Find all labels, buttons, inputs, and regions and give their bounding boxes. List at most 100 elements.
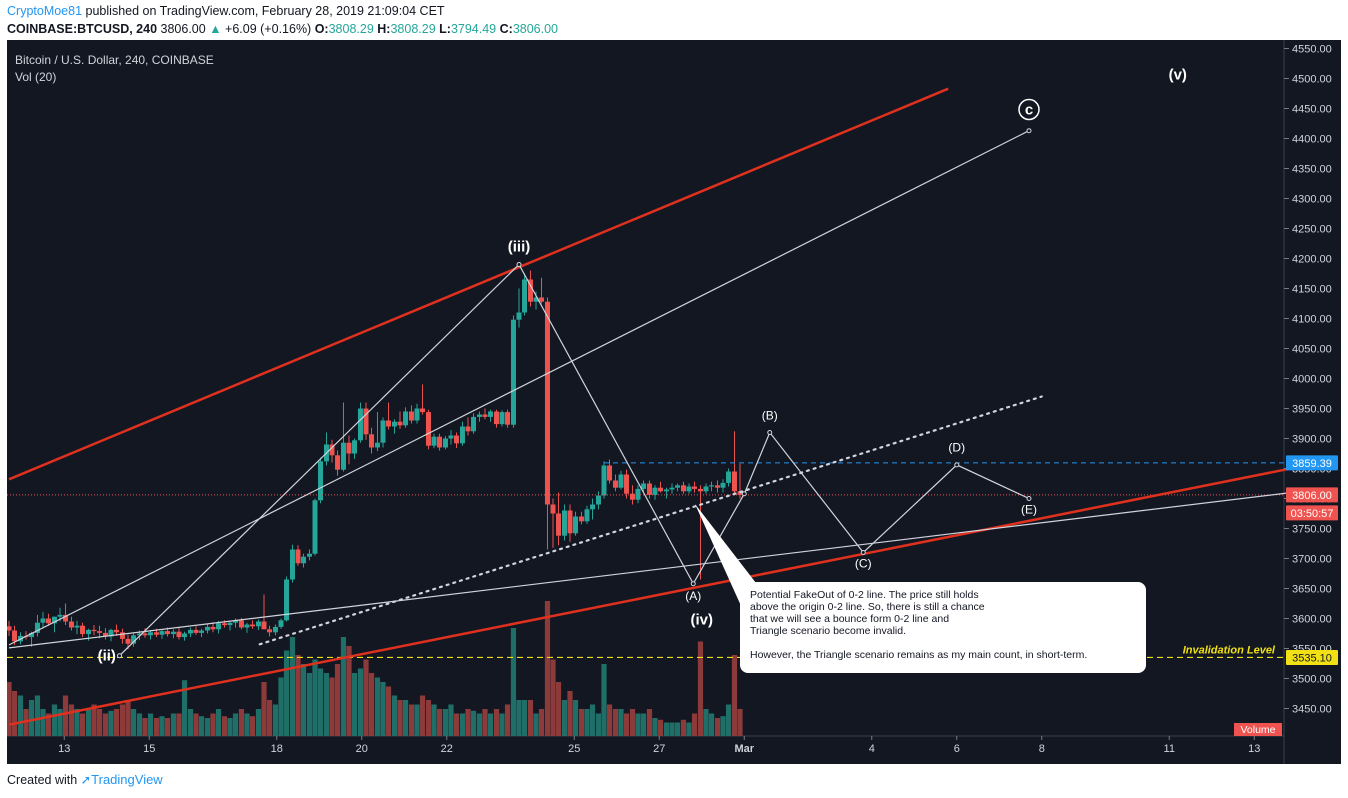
candle-body-bull [306, 553, 312, 557]
trend-upper-line [8, 130, 1030, 646]
volume-bar [334, 664, 341, 736]
volume-bar [312, 659, 318, 736]
candle-body-bull [29, 632, 35, 638]
volume-bar [686, 722, 692, 736]
candle-body-bull [278, 620, 284, 627]
candle-body-bear [369, 434, 375, 448]
price-tags: 3859.39 3806.00 03:50:57 3535.10 Volume [1234, 455, 1338, 736]
price-chart[interactable]: Invalidation Level Potential FakeOut of 0… [7, 40, 1341, 764]
candle-body-bull [601, 465, 607, 496]
candle-body-bull [380, 420, 386, 443]
wave-labels: (ii) (iii) (iv) (v) c (A) (B) (C) (D) (E) [98, 67, 1187, 665]
time-tick-label: 4 [869, 743, 875, 755]
candle-body-bear [363, 408, 369, 435]
candle-body-bull [74, 625, 80, 628]
volume-bar [561, 700, 568, 736]
price-scale-background[interactable] [1284, 40, 1341, 764]
volume-bar [198, 716, 205, 736]
candle-body-bear [567, 510, 573, 534]
candle-body-bear [46, 618, 52, 624]
wave-label: (E) [1021, 503, 1037, 517]
volume-bar [108, 710, 114, 736]
candle-body-bear [425, 412, 431, 446]
candle-body-bull [533, 297, 539, 302]
last-price-tag: 3806.00 [1292, 490, 1332, 502]
volume-bar [164, 718, 171, 736]
candle-body-bear [238, 620, 244, 628]
wave-label: c [1025, 102, 1033, 119]
volume-bar [283, 650, 290, 736]
candle-body-bull [148, 632, 154, 636]
symbol-label: COINBASE:BTCUSD, 240 [7, 22, 158, 36]
candle-body-bear [612, 480, 618, 488]
candle-body-bear [165, 631, 171, 635]
price-tick-label: 3450.00 [1292, 704, 1332, 716]
close-value: 3806.00 [512, 22, 559, 36]
candle-body-bear [465, 426, 471, 432]
candle-body-bear [114, 629, 120, 633]
drawings: Invalidation Level Potential FakeOut of 0… [7, 87, 1297, 726]
volume-bar [85, 709, 92, 736]
candle-body-bear [68, 621, 74, 628]
tradingview-link[interactable]: TradingView [91, 772, 163, 787]
volume-bar [623, 713, 630, 736]
author-link[interactable]: CryptoMoe81 [7, 4, 83, 18]
volume-bar [691, 713, 698, 736]
volume-bar [499, 713, 505, 736]
candle-body-bear [63, 614, 69, 622]
volume-bar [442, 709, 449, 736]
volume-bar [11, 691, 18, 736]
volume-bar [357, 668, 364, 736]
wave-point [954, 462, 960, 468]
volume-bar [487, 713, 494, 736]
publish-info: CryptoMoe81 published on TradingView.com… [7, 4, 445, 18]
time-tick-label: 15 [143, 743, 155, 755]
volume-bar [703, 709, 709, 736]
candle-body-bull [488, 411, 494, 417]
volume-bar [210, 713, 216, 736]
volume-tag: Volume [1240, 724, 1275, 736]
callout-pointer [695, 504, 756, 608]
candle-body-bull [561, 510, 567, 536]
candle-body-bull [255, 621, 261, 627]
volume-bar [453, 713, 460, 736]
candle-body-bear [12, 630, 18, 642]
volume-bar [431, 704, 437, 736]
wave-label: (v) [1169, 67, 1187, 84]
volume-bar [391, 695, 398, 736]
volume-bar [533, 713, 539, 736]
volume-bar [181, 680, 188, 736]
candle-body-bull [476, 414, 482, 417]
volume-bar [425, 700, 432, 736]
price-tick-label: 4000.00 [1292, 374, 1332, 386]
candle-body-bull [442, 438, 448, 448]
volume-bar [527, 700, 534, 736]
candle-body-bull [499, 412, 505, 425]
candle-body-bear [454, 435, 460, 444]
volume-bar [448, 704, 454, 736]
volume-bar [40, 709, 46, 736]
volume-bar [646, 709, 653, 736]
open-label: O: [314, 22, 329, 36]
countdown-tag-bg [1286, 505, 1338, 521]
published-text: published on TradingView.com, February 2… [85, 4, 445, 18]
candle-body-bull [709, 485, 715, 487]
candle-body-bull [618, 474, 624, 488]
price-tick-label: 4300.00 [1292, 194, 1332, 206]
candle-body-bear [125, 638, 131, 644]
candle-body-bear [646, 483, 652, 495]
price-tick-label: 4450.00 [1292, 104, 1332, 116]
volume-bar [221, 716, 228, 736]
volume-bar [193, 713, 199, 736]
volume-bar [544, 601, 551, 736]
candle-body-bear [408, 411, 414, 421]
wave-point [1026, 496, 1032, 501]
volume-bar [589, 704, 596, 736]
volume-bar [74, 709, 80, 736]
high-label: H: [377, 22, 391, 36]
low-value: 3794.49 [450, 22, 497, 36]
volume-bar [538, 709, 545, 736]
last-price: 3806.00 [160, 22, 206, 36]
candle-body-bull [459, 426, 465, 444]
volume-bar [28, 700, 35, 736]
